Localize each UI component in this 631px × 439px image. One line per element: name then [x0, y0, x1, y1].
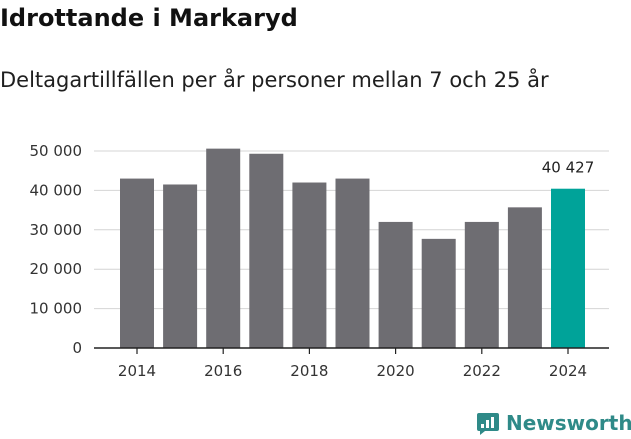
x-tick-label: 2016 [204, 362, 242, 380]
highlight-data-label: 40 427 [542, 159, 595, 177]
x-tick-label: 2024 [549, 362, 587, 380]
y-tick-label: 0 [72, 339, 82, 357]
y-tick-label: 40 000 [30, 181, 83, 199]
y-axis-ticks: 0 10 000 20 000 30 000 40 000 50 000 [30, 142, 83, 357]
y-tick-label: 10 000 [30, 300, 83, 318]
bar-2017 [249, 153, 284, 348]
bar-2020 [378, 221, 413, 348]
bar-2016 [206, 148, 241, 348]
x-tick-label: 2022 [463, 362, 501, 380]
chart-title: Idrottande i Markaryd [0, 4, 298, 32]
bar-2024 [551, 188, 585, 348]
brand-name: Newsworthy [506, 411, 631, 435]
bar-2023 [507, 207, 542, 348]
bar-2022 [464, 221, 499, 348]
newsworthy-brand: Newsworthy [476, 408, 631, 438]
x-tick-label: 2018 [290, 362, 328, 380]
y-tick-label: 30 000 [30, 221, 83, 239]
y-tick-label: 50 000 [30, 142, 83, 160]
chart-subtitle: Deltagartillfällen per år personer mella… [0, 68, 549, 92]
x-axis-ticks: 2014 2016 2018 2020 2022 2024 [118, 348, 587, 380]
newsworthy-logo-icon [477, 413, 499, 435]
bar-2018 [292, 182, 327, 348]
bar-2021 [421, 238, 456, 348]
x-tick-label: 2014 [118, 362, 156, 380]
bar-2015 [163, 184, 198, 348]
bars [120, 148, 585, 348]
data-labels: 40 427 [542, 159, 595, 177]
x-tick-label: 2020 [377, 362, 415, 380]
bar-2014 [120, 178, 154, 348]
bar-2019 [335, 178, 370, 348]
y-tick-label: 20 000 [30, 260, 83, 278]
